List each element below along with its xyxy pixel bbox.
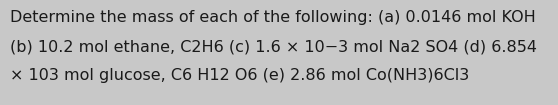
Text: (b) 10.2 mol ethane, C2H6 (c) 1.6 × 10−3 mol Na2 SO4 (d) 6.854: (b) 10.2 mol ethane, C2H6 (c) 1.6 × 10−3… [10,39,537,54]
Text: Determine the mass of each of the following: (a) 0.0146 mol KOH: Determine the mass of each of the follow… [10,10,536,25]
Text: × 103 mol glucose, C6 H12 O6 (e) 2.86 mol Co(NH3)6Cl3: × 103 mol glucose, C6 H12 O6 (e) 2.86 mo… [10,68,469,83]
